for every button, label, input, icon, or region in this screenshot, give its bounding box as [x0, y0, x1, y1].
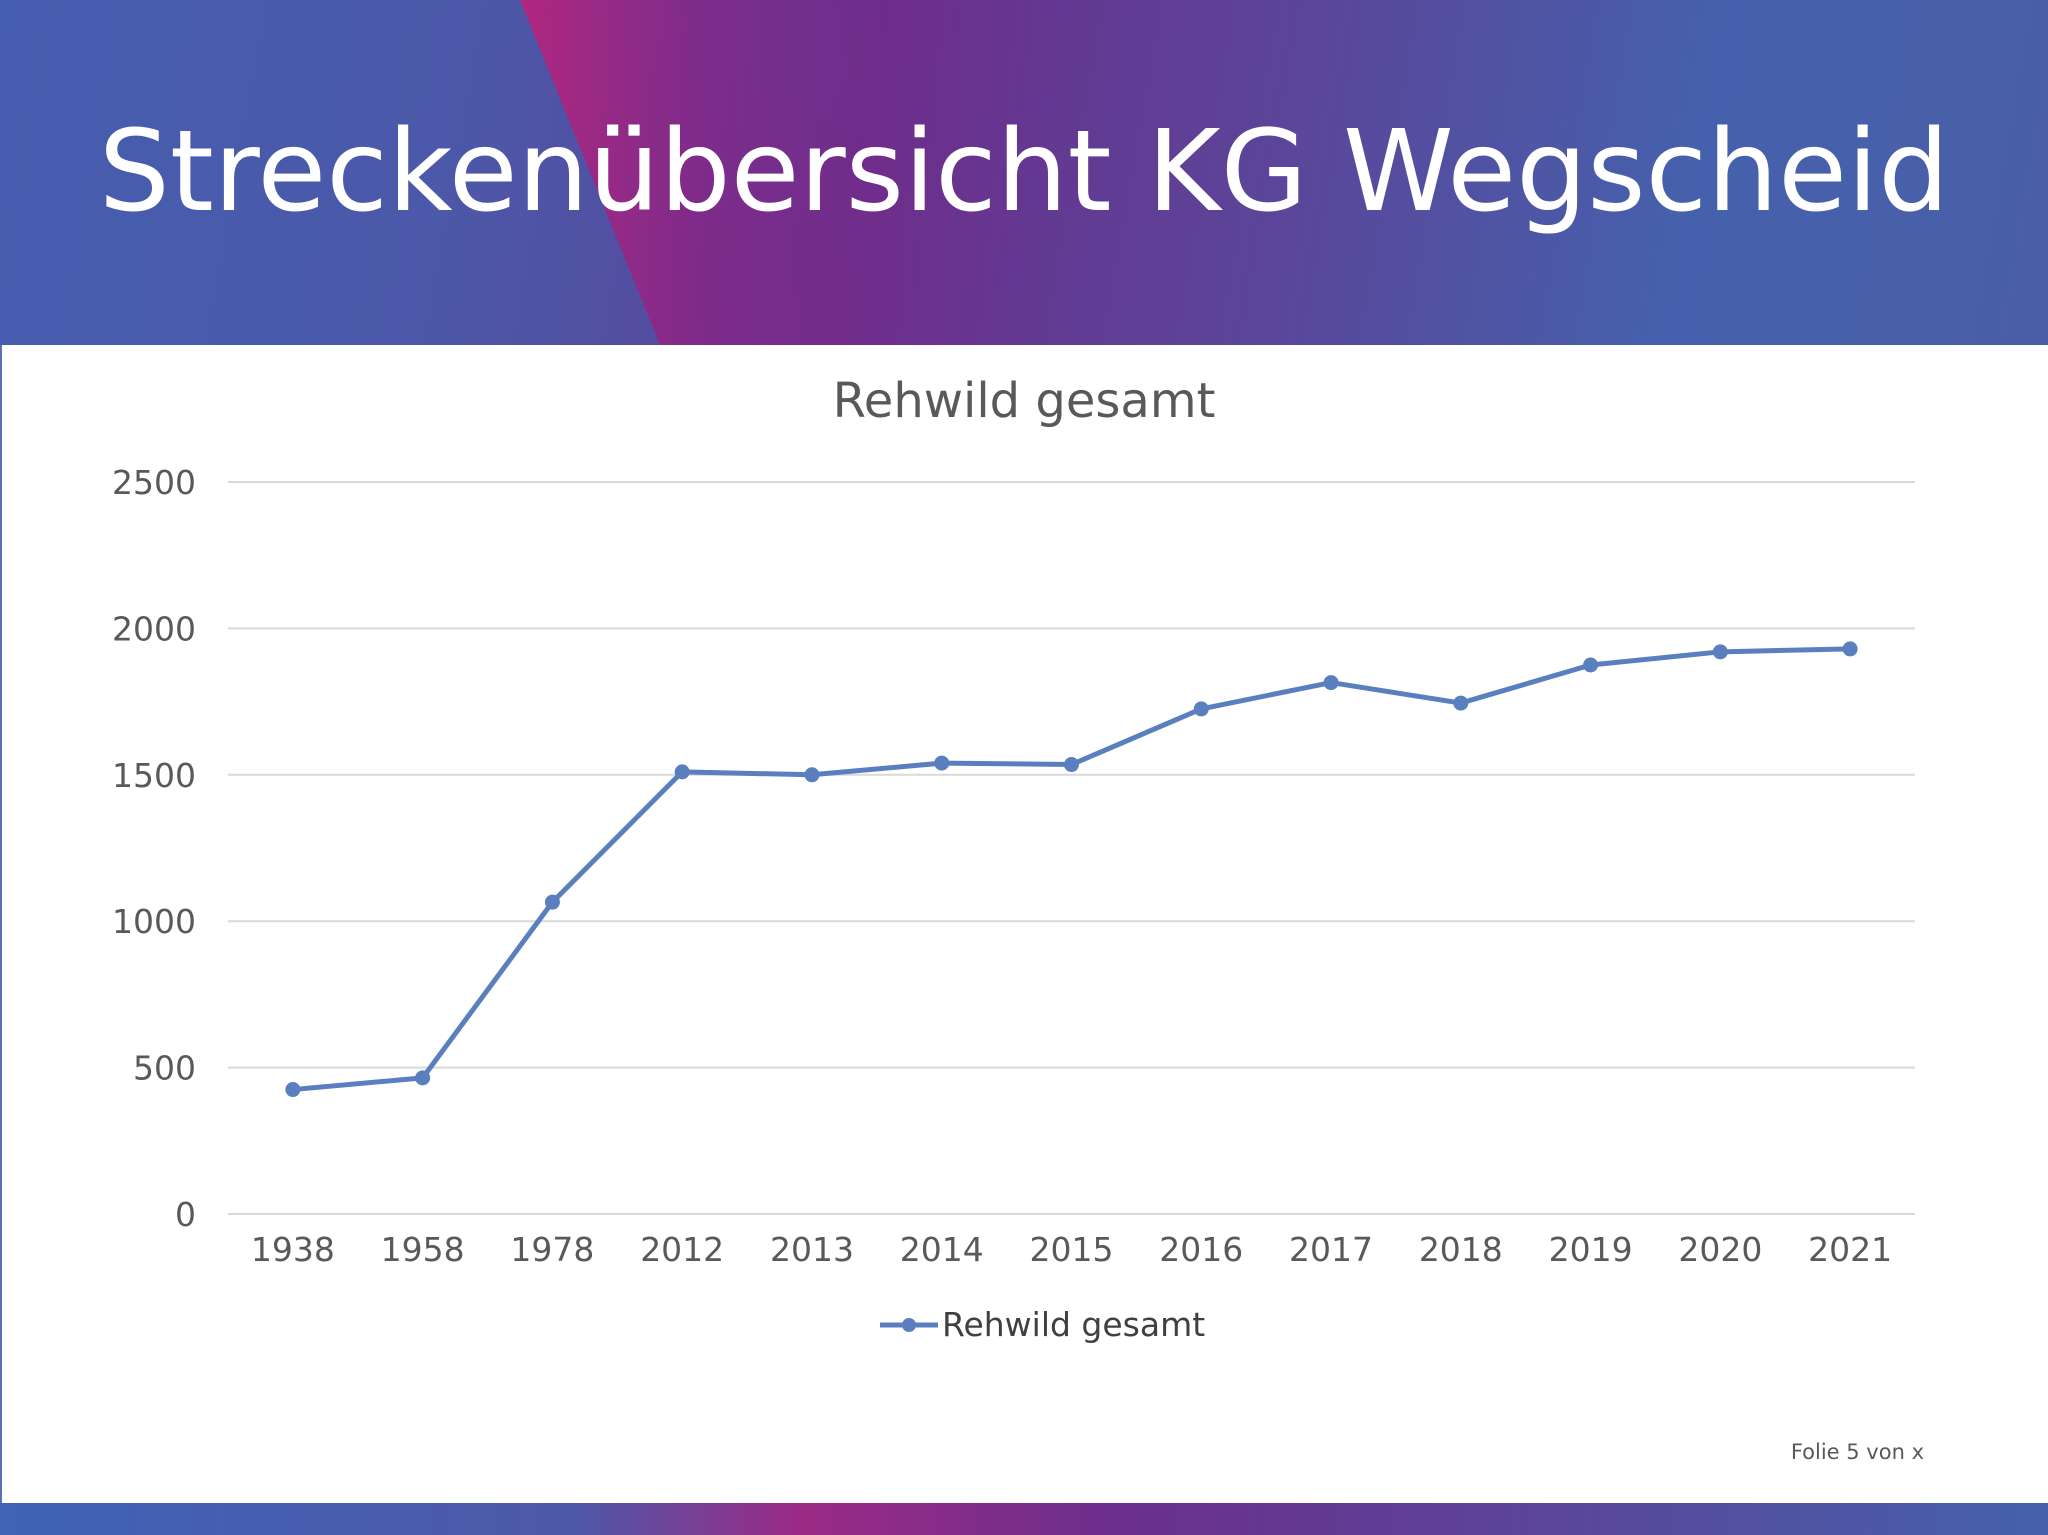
slide-left-border	[0, 345, 2, 1503]
data-point-2017	[1323, 675, 1339, 691]
data-point-2016	[1193, 701, 1209, 717]
data-point-2019	[1583, 657, 1599, 673]
banner-accent-shape	[0, 0, 1050, 345]
x-tick-label: 2018	[1419, 1230, 1503, 1269]
x-tick-label: 2015	[1030, 1230, 1114, 1269]
x-tick-label: 2019	[1549, 1230, 1633, 1269]
chart-canvas: Rehwild gesamt 0 500 1000 1500 2000 2500 1938…	[112, 373, 1915, 1344]
chart-title: Rehwild gesamt	[833, 373, 1216, 429]
legend-point-marker	[902, 1318, 916, 1332]
data-point-2021	[1842, 641, 1858, 657]
data-point-2018	[1453, 695, 1469, 711]
data-point-1978	[544, 894, 560, 910]
y-tick-label: 1500	[112, 756, 196, 795]
x-tick-label: 2013	[770, 1230, 854, 1269]
x-tick-label: 2020	[1678, 1230, 1762, 1269]
y-tick-label: 500	[133, 1049, 196, 1088]
x-tick-label: 1958	[381, 1230, 465, 1269]
line-chart: Rehwild gesamt 0 500 1000 1500 2000 2500 1938…	[0, 345, 2048, 1503]
data-point-2014	[934, 755, 950, 771]
y-axis-ticks: 0 500 1000 1500 2000 2500	[112, 463, 196, 1234]
x-tick-label: 1978	[510, 1230, 594, 1269]
x-tick-label: 1938	[251, 1230, 335, 1269]
gridlines	[228, 481, 1915, 1215]
x-tick-label: 2012	[640, 1230, 724, 1269]
x-axis-ticks: 1938 1958 1978 2012 2013 2014 2015 2016 2017 2018…	[251, 1230, 1892, 1269]
x-tick-label: 2016	[1159, 1230, 1243, 1269]
data-point-1938	[285, 1082, 301, 1098]
legend-label: Rehwild gesamt	[942, 1305, 1205, 1344]
data-point-2020	[1712, 644, 1728, 660]
data-point-1958	[415, 1070, 431, 1086]
data-point-2013	[804, 767, 820, 783]
title-banner: Streckenübersicht KG Wegscheid	[0, 0, 2048, 345]
series-line	[290, 646, 1853, 1093]
slide-title: Streckenübersicht KG Wegscheid	[98, 107, 1950, 237]
y-tick-label: 2000	[112, 609, 196, 648]
data-point-2012	[674, 764, 690, 780]
y-tick-label: 0	[175, 1195, 196, 1234]
series-rehwild-gesamt	[285, 641, 1858, 1098]
y-tick-label: 2500	[112, 463, 196, 502]
legend: Rehwild gesamt	[880, 1305, 1205, 1344]
y-tick-label: 1000	[112, 902, 196, 941]
x-tick-label: 2021	[1808, 1230, 1892, 1269]
x-tick-label: 2017	[1289, 1230, 1373, 1269]
footer-band	[0, 1503, 2048, 1535]
slide-number: Folie 5 von x	[1790, 1440, 1924, 1464]
x-tick-label: 2014	[900, 1230, 984, 1269]
data-point-2015	[1064, 757, 1079, 773]
